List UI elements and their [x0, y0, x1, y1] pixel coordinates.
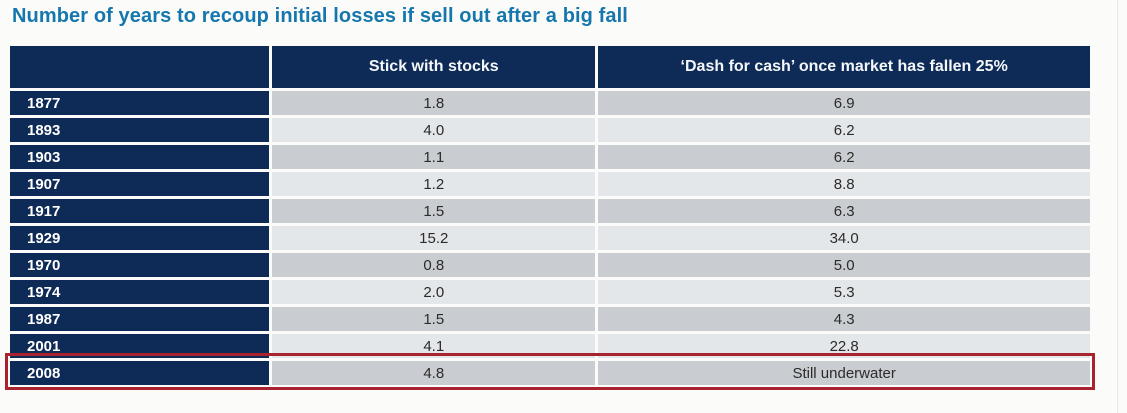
- stick-value-cell: 4.1: [269, 331, 596, 358]
- table-row: 1970 0.8 5.0: [10, 250, 1090, 277]
- dash-value-cell: 6.9: [595, 88, 1090, 115]
- year-cell: 2001: [10, 331, 270, 358]
- table-row: 1929 15.2 34.0: [10, 223, 1090, 250]
- year-cell: 1987: [10, 304, 270, 331]
- year-cell: 1974: [10, 277, 270, 304]
- year-cell: 1903: [10, 142, 270, 169]
- column-header-dash: ‘Dash for cash’ once market has fallen 2…: [595, 46, 1090, 88]
- table-row: 1877 1.8 6.9: [10, 88, 1090, 115]
- stick-value-cell: 1.8: [269, 88, 596, 115]
- dash-value-cell: 4.3: [595, 304, 1090, 331]
- stick-value-cell: 1.1: [269, 142, 596, 169]
- dash-value-cell: 5.0: [595, 250, 1090, 277]
- table-row: 1917 1.5 6.3: [10, 196, 1090, 223]
- year-cell: 1970: [10, 250, 270, 277]
- dash-value-cell: 22.8: [595, 331, 1090, 358]
- dash-value-cell: 34.0: [595, 223, 1090, 250]
- table-row: 1893 4.0 6.2: [10, 115, 1090, 142]
- year-cell: 1917: [10, 196, 270, 223]
- year-cell: 1877: [10, 88, 270, 115]
- data-table: Stick with stocks ‘Dash for cash’ once m…: [5, 46, 1095, 390]
- highlighted-row-2008: 2008 4.8 Still underwater: [5, 353, 1095, 390]
- year-cell: 1907: [10, 169, 270, 196]
- stick-value-cell: 4.8: [269, 358, 596, 385]
- table-row: 1903 1.1 6.2: [10, 142, 1090, 169]
- page-right-border: [1117, 0, 1118, 413]
- dash-value-cell: 6.3: [595, 196, 1090, 223]
- table-row: 1987 1.5 4.3: [10, 304, 1090, 331]
- dash-value-cell: 6.2: [595, 142, 1090, 169]
- stick-value-cell: 1.5: [269, 196, 596, 223]
- stick-value-cell: 1.2: [269, 169, 596, 196]
- recovery-years-table: Stick with stocks ‘Dash for cash’ once m…: [5, 46, 1095, 390]
- table-row: 1907 1.2 8.8: [10, 169, 1090, 196]
- dash-value-cell: Still underwater: [595, 358, 1090, 385]
- stick-value-cell: 4.0: [269, 115, 596, 142]
- stick-value-cell: 0.8: [269, 250, 596, 277]
- stick-value-cell: 1.5: [269, 304, 596, 331]
- dash-value-cell: 6.2: [595, 115, 1090, 142]
- stick-value-cell: 2.0: [269, 277, 596, 304]
- table-row: 1974 2.0 5.3: [10, 277, 1090, 304]
- dash-value-cell: 8.8: [595, 169, 1090, 196]
- table-row: 2001 4.1 22.8: [10, 331, 1090, 358]
- corner-header-cell: [10, 46, 270, 88]
- header-row: Stick with stocks ‘Dash for cash’ once m…: [10, 46, 1090, 88]
- column-header-stick: Stick with stocks: [269, 46, 596, 88]
- stick-value-cell: 15.2: [269, 223, 596, 250]
- year-cell: 1893: [10, 115, 270, 142]
- dash-value-cell: 5.3: [595, 277, 1090, 304]
- year-cell: 1929: [10, 223, 270, 250]
- year-cell: 2008: [10, 358, 270, 385]
- page-title: Number of years to recoup initial losses…: [12, 5, 628, 27]
